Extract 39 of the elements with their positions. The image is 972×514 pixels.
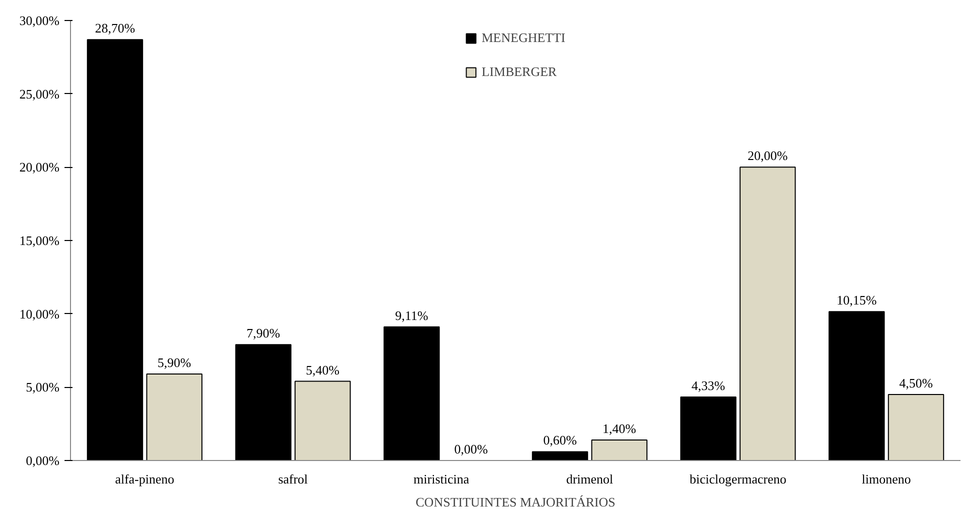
data-label: 10,15% [836,292,877,308]
data-label: 28,70% [94,20,136,36]
x-tick-label: limoneno [862,472,911,486]
data-label: 5,40% [306,362,340,378]
data-label: 20,00% [748,148,788,164]
x-tick-label: miristicina [414,472,470,486]
y-tick-label: 25,00% [19,86,60,102]
y-tick-label: 10,00% [19,306,60,322]
y-tick-label: 15,00% [19,233,60,248]
x-tick-label: alfa-pineno [115,472,174,486]
legend-label: LIMBERGER [482,64,557,80]
legend-label: MENEGHETTI [482,30,566,46]
bar [235,344,292,460]
y-tick-label: 0,00% [26,453,60,468]
x-tick-label: drimenol [566,472,614,486]
data-label: 4,50% [899,376,933,390]
bar [146,373,202,460]
bar [591,439,648,460]
data-label: 0,60% [543,432,577,448]
data-label: 0,00% [454,442,488,456]
data-label: 1,40% [602,420,636,436]
bar [740,166,796,460]
y-tick-label: 30,00% [19,13,60,28]
x-axis-title: CONSTITUINTES MAJORITÁRIOS [416,494,616,510]
bar [86,39,144,460]
bar [294,380,351,460]
data-label: 4,33% [692,378,726,393]
bar [532,451,588,460]
data-label: 5,90% [158,354,192,370]
y-tick-label: 5,00% [26,380,60,395]
data-label: 7,90% [246,326,280,341]
bar [680,396,736,460]
bar [888,394,944,460]
bar [828,311,885,460]
bar [384,326,440,460]
x-tick-label: biciclogermacreno [690,472,786,486]
data-label: 9,11% [395,308,428,323]
x-tick-label: safrol [278,472,308,486]
y-tick-label: 20,00% [19,160,60,175]
